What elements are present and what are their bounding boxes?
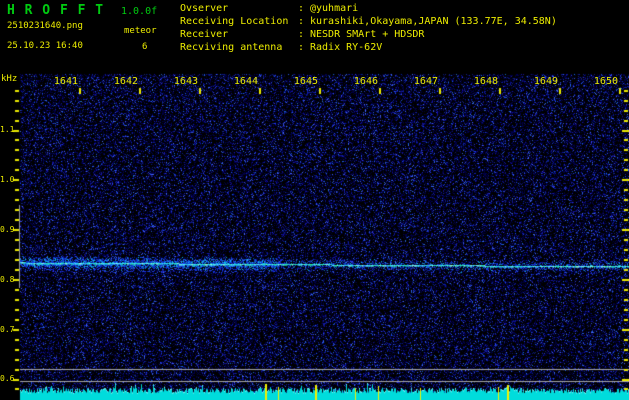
- info-row-observer: Ovserver: @yuhmari: [180, 3, 358, 14]
- freq-axis-label: 0.8: [0, 275, 15, 284]
- time-axis-label: 1646: [353, 76, 378, 87]
- freq-axis-label: 1.0: [0, 175, 15, 184]
- time-axis-label: 1641: [53, 76, 78, 87]
- info-row-location: Receiving Location: kurashiki,Okayama,JAP…: [180, 16, 557, 27]
- info-separator: :: [298, 16, 305, 27]
- info-label: Recviving antenna: [180, 42, 283, 53]
- freq-axis-label: 1.1: [0, 125, 15, 134]
- output-filename: 2510231640.png: [7, 21, 83, 31]
- time-axis-label: 1642: [113, 76, 138, 87]
- time-axis-label: 1648: [473, 76, 498, 87]
- info-value: @yuhmari: [310, 3, 359, 14]
- info-separator: :: [298, 29, 305, 40]
- info-label: Receiver: [180, 29, 229, 40]
- time-axis-label: 1650: [593, 76, 618, 87]
- time-axis-label: 1647: [413, 76, 438, 87]
- info-row-receiver: Receiver: NESDR SMArt + HDSDR: [180, 29, 424, 40]
- time-axis-label: 1649: [533, 76, 558, 87]
- info-row-antenna: Recviving antenna: Radix RY-62V: [180, 42, 382, 53]
- info-separator: :: [298, 42, 305, 53]
- freq-axis-label: 0.6: [0, 374, 15, 383]
- info-separator: :: [298, 3, 305, 14]
- meteor-count-label: meteor: [124, 26, 157, 36]
- info-value: kurashiki,Okayama,JAPAN (133.77E, 34.58N…: [310, 16, 557, 27]
- freq-axis-unit: kHz: [1, 74, 18, 84]
- timestamp: 25.10.23 16:40: [7, 41, 83, 51]
- info-label: Ovserver: [180, 3, 229, 14]
- time-axis-label: 1643: [173, 76, 198, 87]
- info-value: NESDR SMArt + HDSDR: [310, 29, 425, 40]
- meteor-count-value: 6: [142, 42, 148, 52]
- freq-axis-label: 0.9: [0, 225, 15, 234]
- app-version: 1.0.0f: [121, 6, 158, 17]
- app-title: H R O F F T: [7, 3, 105, 18]
- time-axis-label: 1645: [293, 76, 318, 87]
- info-value: Radix RY-62V: [310, 42, 383, 53]
- freq-axis-label: 0.7: [0, 325, 15, 334]
- time-axis-label: 1644: [233, 76, 258, 87]
- info-label: Receiving Location: [180, 16, 289, 27]
